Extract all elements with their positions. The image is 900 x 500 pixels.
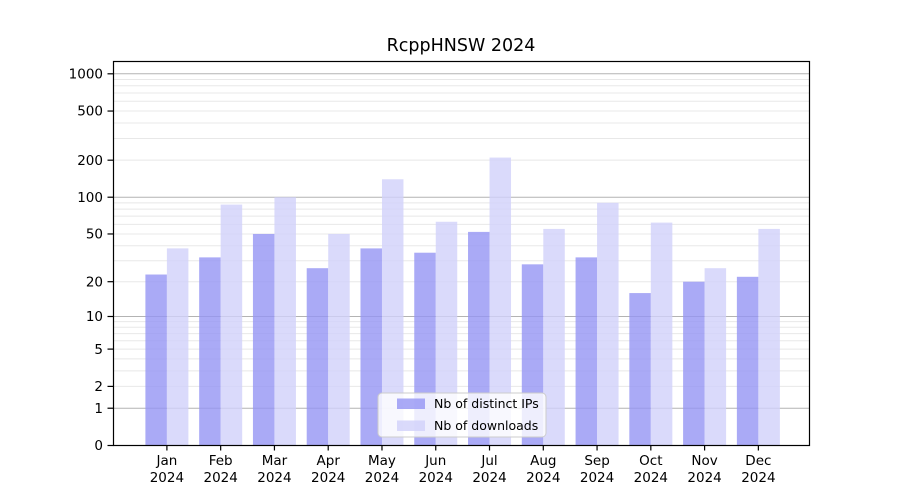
bar-downloads-may [381,179,404,446]
y-tick-label: 5 [94,342,103,358]
chart-title: RcppHNSW 2024 [387,36,536,56]
legend-swatch-downloads [397,420,425,431]
x-axis: Jan2024Feb2024Mar2024Apr2024May2024Jun20… [150,445,776,486]
axes-frame [112,60,811,447]
x-tick-label-month: Dec [745,453,771,469]
x-tick-label-month: Apr [317,453,341,469]
x-tick-label-month: Nov [691,453,717,469]
bar-downloads-aug [543,228,565,446]
y-tick-label: 50 [86,227,103,243]
x-tick-label-year: 2024 [150,470,184,486]
y-tick-label: 500 [77,104,103,120]
bar-distinct-ips-feb [199,257,221,446]
x-tick-label-year: 2024 [687,470,721,486]
bar-distinct-ips-may [360,248,382,446]
x-tick-label-year: 2024 [257,470,291,486]
bar-downloads-feb [220,204,243,446]
bar-downloads-apr [328,233,350,446]
y-tick-label: 10 [86,309,103,325]
bar-downloads-jun [435,221,458,446]
bar-downloads-sep [597,202,619,446]
x-tick-label-year: 2024 [419,470,453,486]
bar-distinct-ips-oct [629,293,651,446]
x-tick-label-year: 2024 [526,470,560,486]
bar-downloads-jan [166,248,189,446]
bar-distinct-ips-nov [683,281,705,446]
x-tick-label-month: May [368,453,396,469]
plot-frame [112,60,811,447]
y-tick-label: 2 [94,379,103,395]
legend-label: Nb of distinct IPs [434,396,539,411]
x-tick-label-year: 2024 [311,470,345,486]
bar-distinct-ips-sep [575,257,598,446]
legend-swatch-distinct-ips [397,398,425,409]
y-axis: 0 1 2 5 10 20 50 100 200 500 1000 [69,67,114,454]
y-tick-label: 1 [94,401,103,417]
bar-downloads-nov [704,268,727,446]
bar-downloads-dec [758,228,780,446]
legend-label: Nb of downloads [434,418,538,433]
bar-distinct-ips-apr [306,268,329,446]
bar-distinct-ips-dec [736,276,759,446]
bar-distinct-ips-jan [145,274,167,446]
bar-downloads-jul [489,157,512,446]
y-tick-label: 100 [77,190,103,206]
x-tick-label-year: 2024 [472,470,506,486]
bar-downloads-oct [650,222,673,446]
x-tick-label-month: Aug [530,453,556,469]
x-tick-label-month: Jul [480,453,497,469]
y-tick-label: 200 [77,153,103,169]
x-tick-label-month: Oct [639,453,662,469]
x-tick-label-month: Jun [424,453,446,469]
legend: Nb of distinct IPs Nb of downloads [377,392,547,438]
x-tick-label-year: 2024 [203,470,237,486]
bar-distinct-ips-jul [468,231,490,446]
bar-distinct-ips-mar [252,233,275,446]
x-tick-label-year: 2024 [580,470,614,486]
x-tick-label-month: Feb [209,453,233,469]
y-tick-label: 1000 [69,67,103,83]
x-tick-label-month: Sep [584,453,609,469]
bar-downloads-mar [274,197,296,446]
y-tick-label: 0 [94,438,103,454]
x-tick-label-year: 2024 [365,470,399,486]
x-tick-label-year: 2024 [741,470,775,486]
x-tick-label-month: Jan [155,453,177,469]
y-tick-label: 20 [86,274,103,290]
x-tick-label-month: Mar [262,453,288,469]
x-tick-label-year: 2024 [634,470,668,486]
